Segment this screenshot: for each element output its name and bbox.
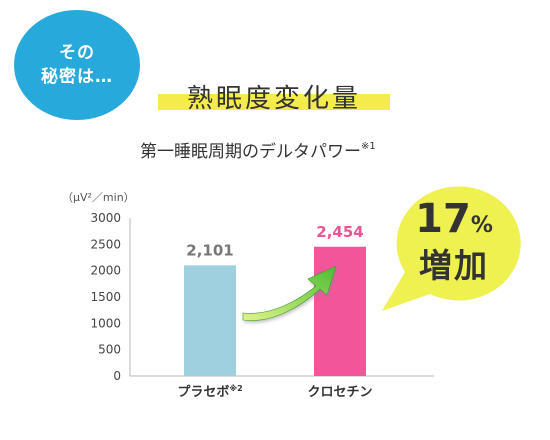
increase-label: 増加 bbox=[419, 246, 489, 285]
increase-arrow bbox=[242, 265, 337, 321]
increase-callout: 17% 増加 bbox=[396, 198, 512, 285]
y-tick-label: 1000 bbox=[90, 316, 121, 330]
chart-subtitle-text: 第一睡眠周期のデルタパワー bbox=[140, 142, 361, 162]
category-label: プラセボ※2 bbox=[177, 383, 242, 400]
category-label: クロセチン bbox=[307, 385, 372, 400]
secret-badge-line2: 秘密は… bbox=[41, 67, 113, 87]
chart-subtitle-note: ※1 bbox=[361, 141, 376, 152]
bar-placebo bbox=[184, 265, 236, 376]
bar-value-label: 2,454 bbox=[316, 223, 363, 241]
secret-badge-line1: その bbox=[59, 43, 95, 63]
bar-value-label: 2,101 bbox=[186, 241, 233, 259]
y-tick-label: 500 bbox=[98, 343, 121, 357]
heading-highlight bbox=[158, 94, 390, 110]
increase-percent-value: 17 bbox=[415, 196, 471, 242]
heading-block: 熟眠度変化量 bbox=[158, 76, 390, 114]
y-tick-label: 2500 bbox=[90, 237, 121, 251]
y-tick-label: 3000 bbox=[90, 211, 121, 225]
y-axis-ticks: 0 500 1000 1500 2000 2500 3000 bbox=[90, 211, 121, 383]
increase-percent: 17% bbox=[396, 198, 512, 247]
bars-group: 2,101 プラセボ※2 2,454 クロセチン bbox=[177, 223, 372, 400]
unit-label: （μV²／min） bbox=[62, 191, 135, 204]
page-title: 熟眠度変化量 bbox=[186, 84, 361, 114]
chart-subtitle: 第一睡眠周期のデルタパワー※1 bbox=[140, 137, 376, 162]
callout-bubble bbox=[382, 186, 521, 311]
category-note: ※2 bbox=[229, 383, 242, 393]
increase-percent-sign: % bbox=[470, 213, 493, 238]
y-tick-label: 2000 bbox=[90, 264, 121, 278]
secret-badge: その 秘密は… bbox=[14, 10, 140, 120]
y-tick-label: 1500 bbox=[90, 290, 121, 304]
y-tick-label: 0 bbox=[113, 369, 121, 383]
bar-crocetin bbox=[314, 246, 366, 376]
